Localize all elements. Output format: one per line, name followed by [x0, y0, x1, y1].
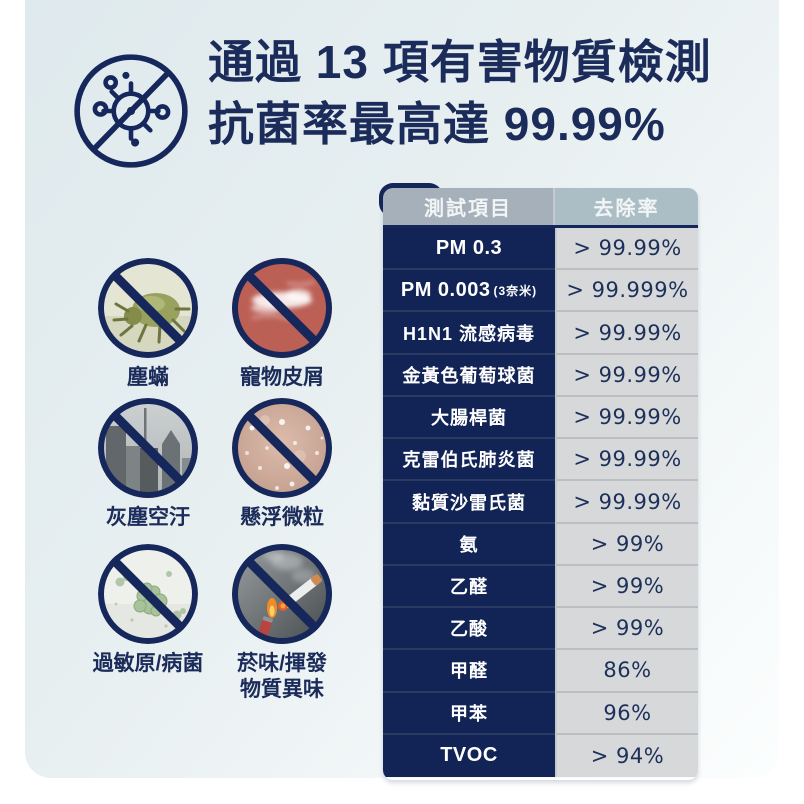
hazard-label: 懸浮微粒 [240, 506, 324, 529]
test-item-text: 甲醛 [450, 661, 488, 682]
test-item-text: TVOC [440, 744, 498, 767]
removal-rate-cell: > 99.99% [555, 481, 698, 524]
headline-line1: 通過 13 項有害物質檢測 [208, 36, 712, 88]
table-row: H1N1 流感病毒 > 99.99% [383, 312, 698, 355]
table-row: 大腸桿菌 > 99.99% [383, 396, 698, 440]
hazard-pet-dander: 寵物皮屑 [232, 258, 332, 391]
hazard-label: 寵物皮屑 [240, 366, 324, 389]
test-item-note: (3奈米) [493, 283, 538, 298]
removal-rate-cell: > 99.99% [555, 396, 698, 440]
test-item-cell: 克雷伯氏肺炎菌 [383, 439, 555, 482]
dust-mite-image [98, 258, 198, 358]
allergen-germ-image [98, 544, 198, 644]
headline: 通過 13 項有害物質檢測 抗菌率最高達 99.99% [208, 34, 712, 152]
prohibition-ring [232, 544, 332, 644]
test-item-cell: 大腸桿菌 [383, 396, 555, 440]
removal-rate-cell: > 94% [555, 734, 698, 778]
hazard-label: 灰塵空汙 [106, 506, 190, 529]
pet-dander-image [232, 258, 332, 358]
removal-rate-cell: > 99% [555, 565, 698, 609]
smog-city-image [98, 398, 198, 498]
test-item-cell: 黏質沙雷氏菌 [383, 481, 555, 524]
column-header-removal-rate: 去除率 [555, 188, 698, 225]
table-row: PM 0.3 > 99.99% [383, 228, 698, 271]
smoke-odor-image [232, 544, 332, 644]
prohibition-ring [232, 258, 332, 358]
test-item-text: 氨 [459, 534, 479, 555]
test-item-cell: 乙酸 [383, 608, 555, 651]
hazard-label: 菸味/揮發 物質異味 [197, 651, 367, 703]
removal-rate-cell: > 99% [555, 523, 698, 566]
hazard-label-line2: 物質異味 [240, 678, 324, 701]
test-item-cell: 乙醛 [383, 565, 555, 609]
hazard-particles: 懸浮微粒 [232, 398, 332, 531]
removal-rate-cell: > 99% [555, 608, 698, 651]
prohibition-ring [232, 398, 332, 498]
test-item-cell: 金黃色葡萄球菌 [383, 354, 555, 397]
test-item-text: 甲苯 [450, 703, 488, 724]
test-item-cell: 甲醛 [383, 650, 555, 693]
removal-rate-cell: > 99.999% [555, 270, 698, 313]
table-row: 乙酸 > 99% [383, 608, 698, 651]
test-item-cell: 氨 [383, 523, 555, 566]
table-row: TVOC > 94% [383, 734, 698, 778]
table-row: 甲醛 86% [383, 650, 698, 693]
test-item-text: PM 0.003 [400, 278, 491, 301]
table-row: 金黃色葡萄球菌 > 99.99% [383, 354, 698, 397]
hazard-allergen-germ: 過敏原/病菌 [93, 544, 203, 677]
test-item-text: PM 0.3 [435, 236, 503, 259]
table-row: 氨 > 99% [383, 523, 698, 566]
table-row: 黏質沙雷氏菌 > 99.99% [383, 481, 698, 524]
test-item-text: 黏質沙雷氏菌 [412, 492, 526, 513]
removal-rate-cell: 96% [555, 692, 698, 735]
test-item-text: 克雷伯氏肺炎菌 [402, 450, 536, 471]
removal-rate-cell: > 99.99% [555, 228, 698, 271]
removal-rate-table: 測試項目 去除率 PM 0.3 > 99.99% PM 0.003 (3奈米) >… [383, 188, 698, 780]
particles-image [232, 398, 332, 498]
removal-rate-cell: > 99.99% [555, 354, 698, 397]
test-item-cell: H1N1 流感病毒 [383, 312, 555, 355]
table-row: 甲苯 96% [383, 692, 698, 735]
hazard-label-line1: 菸味/揮發 [237, 652, 327, 675]
table-row: PM 0.003 (3奈米) > 99.999% [383, 270, 698, 313]
test-item-text: H1N1 流感病毒 [402, 323, 536, 344]
prohibition-ring [98, 544, 198, 644]
column-header-test-item: 測試項目 [383, 188, 555, 225]
removal-rate-cell: > 99.99% [555, 439, 698, 482]
table-row: 克雷伯氏肺炎菌 > 99.99% [383, 439, 698, 482]
removal-rate-cell: > 99.99% [555, 312, 698, 355]
test-item-cell: 甲苯 [383, 692, 555, 735]
test-item-cell: PM 0.003 (3奈米) [383, 270, 555, 313]
test-item-text: 金黃色葡萄球菌 [402, 365, 536, 386]
test-item-cell: PM 0.3 [383, 228, 555, 271]
test-item-text: 乙酸 [450, 619, 488, 640]
hazard-dust-pollution: 灰塵空汙 [98, 398, 198, 531]
test-item-cell: TVOC [383, 734, 555, 778]
hazard-smoke-odor: 菸味/揮發 物質異味 [232, 544, 332, 703]
test-item-text: 乙醛 [450, 576, 488, 597]
hazard-label: 過敏原/病菌 [92, 652, 204, 675]
no-virus-icon [74, 54, 188, 168]
test-item-text: 大腸桿菌 [431, 408, 507, 429]
headline-line2: 抗菌率最高達 99.99% [208, 98, 666, 150]
table-body: PM 0.3 > 99.99% PM 0.003 (3奈米) > 99.999% … [383, 228, 698, 778]
table-header-row: 測試項目 去除率 [383, 188, 698, 228]
hazard-label: 塵蟎 [127, 366, 169, 389]
table-row: 乙醛 > 99% [383, 565, 698, 609]
hazard-dust-mite: 塵蟎 [98, 258, 198, 391]
removal-rate-cell: 86% [555, 650, 698, 693]
prohibition-ring [98, 258, 198, 358]
prohibition-ring [98, 398, 198, 498]
